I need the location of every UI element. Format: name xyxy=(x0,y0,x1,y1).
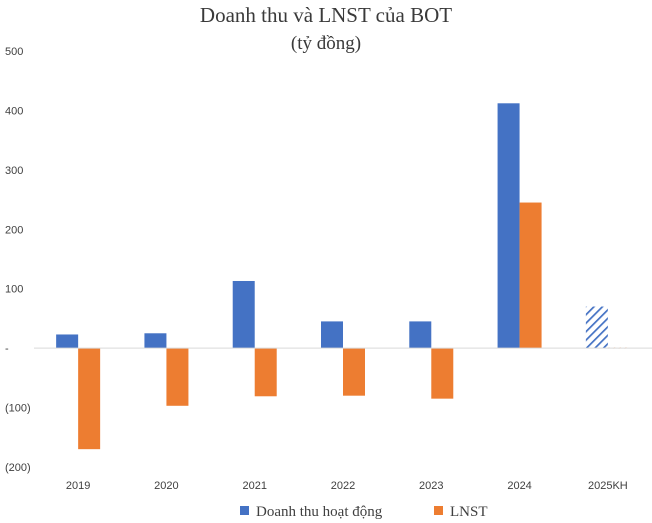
bar-revenue-2019 xyxy=(56,334,79,349)
y-tick-label: 100 xyxy=(5,284,23,296)
chart-subtitle: (tỷ đồng) xyxy=(291,33,361,54)
bar-revenue-2020 xyxy=(144,333,167,349)
y-tick-label: 300 xyxy=(5,165,23,177)
bar-lnst-2023 xyxy=(431,348,454,399)
y-axis-labels: 500 400 300 200 100 - (100) (200) xyxy=(5,46,31,474)
bar-revenue-2025KH xyxy=(585,306,608,349)
chart-title: Doanh thu và LNST của BOT xyxy=(200,3,452,27)
y-tick-label: (200) xyxy=(5,462,31,474)
y-tick-label: (100) xyxy=(5,403,31,415)
bars xyxy=(56,103,630,450)
x-tick-label: 2023 xyxy=(419,480,443,492)
bar-revenue-2021 xyxy=(232,280,255,349)
y-tick-label: - xyxy=(5,343,9,355)
bar-revenue-2022 xyxy=(321,321,343,349)
x-tick-label: 2021 xyxy=(242,480,266,492)
x-tick-label: 2025KH xyxy=(588,480,628,492)
y-tick-label: 200 xyxy=(5,224,23,236)
x-axis-labels: 2019 2020 2021 2022 2023 2024 2025KH xyxy=(66,480,628,492)
legend-label-lnst: LNST xyxy=(450,504,488,520)
legend-label-revenue: Doanh thu hoạt động xyxy=(256,504,383,520)
legend: Doanh thu hoạt động LNST xyxy=(240,504,488,520)
bar-lnst-2019 xyxy=(78,348,101,450)
x-tick-label: 2019 xyxy=(66,480,90,492)
x-tick-label: 2020 xyxy=(154,480,178,492)
x-tick-label: 2024 xyxy=(507,480,531,492)
bar-revenue-2023 xyxy=(409,321,432,349)
x-tick-label: 2022 xyxy=(331,480,355,492)
bar-lnst-2021 xyxy=(254,348,277,397)
bar-revenue-2024 xyxy=(497,103,520,349)
y-tick-label: 400 xyxy=(5,105,23,117)
y-tick-label: 500 xyxy=(5,46,23,58)
bar-lnst-2022 xyxy=(343,348,365,396)
bar-lnst-2020 xyxy=(166,348,189,406)
bar-lnst-2024 xyxy=(519,202,542,349)
legend-swatch-lnst xyxy=(434,506,443,515)
legend-swatch-revenue xyxy=(240,506,249,515)
